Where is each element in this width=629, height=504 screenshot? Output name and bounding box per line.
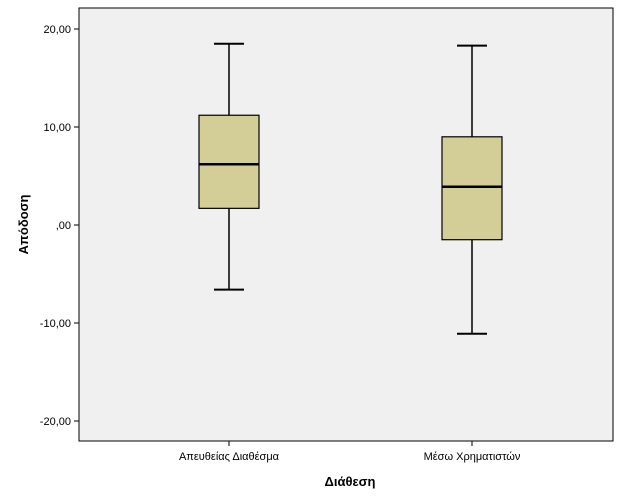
- y-tick-label: -10,00: [40, 318, 71, 330]
- iqr-box: [198, 114, 260, 209]
- y-tick-label: 10,00: [43, 122, 71, 134]
- x-axis-title: Διάθεση: [325, 474, 376, 489]
- box-1: [198, 42, 260, 291]
- y-axis-title: Απόδοση: [16, 194, 31, 254]
- boxes-group: [198, 42, 503, 335]
- x-axis: Απευθείας Διαθέσμα Μέσω Χρηματιστών: [179, 441, 521, 463]
- y-tick-label: ,00: [56, 220, 71, 232]
- x-category-label: Μέσω Χρηματιστών: [424, 451, 521, 463]
- x-category-label: Απευθείας Διαθέσμα: [179, 451, 280, 463]
- y-axis: -20,00 -10,00 ,00 10,00 20,00: [40, 24, 79, 428]
- plot-area: [78, 7, 614, 442]
- y-tick-label: 20,00: [43, 24, 71, 36]
- iqr-box: [441, 136, 503, 241]
- y-tick-label: -20,00: [40, 416, 71, 428]
- box-2: [441, 44, 503, 335]
